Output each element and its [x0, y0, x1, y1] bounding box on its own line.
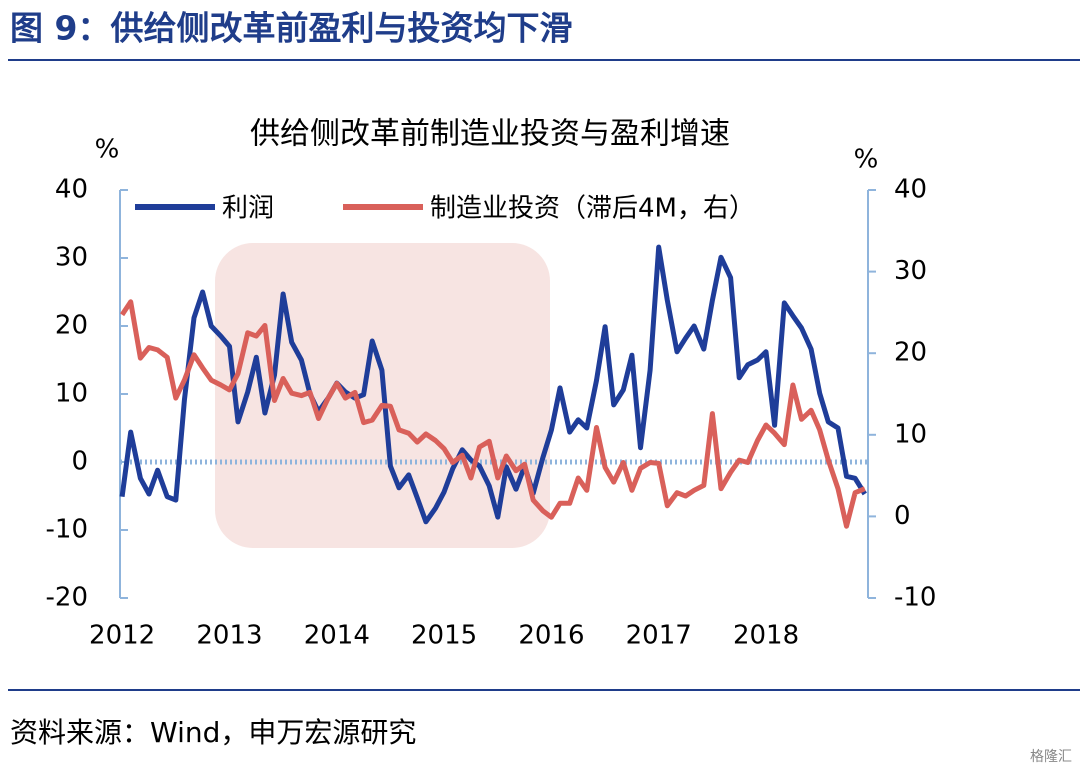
- y-tick-label: -20: [46, 583, 88, 613]
- series-line: [119, 244, 867, 525]
- y2-tick-label: 10: [894, 419, 927, 449]
- y-tick-label: 30: [55, 243, 88, 273]
- y-tick-label: -10: [46, 515, 88, 545]
- x-tick-label: 2015: [411, 621, 477, 651]
- x-tick-label: 2018: [733, 621, 799, 651]
- y2-axis-label: %: [854, 145, 879, 175]
- x-tick-label: 2016: [518, 621, 584, 651]
- watermark: 格隆汇: [1030, 749, 1072, 765]
- y-tick-label: 0: [71, 447, 88, 477]
- legend-label: 制造业投资（滞后4M，右）: [430, 194, 755, 224]
- y2-tick-label: 30: [894, 256, 927, 286]
- header: 图 9：供给侧改革前盈利与投资均下滑: [10, 9, 572, 48]
- source: 资料来源：Wind，申万宏源研究: [10, 716, 416, 749]
- x-tick-label: 2014: [304, 621, 370, 651]
- y2-tick-label: -10: [894, 583, 936, 613]
- x-tick-label: 2013: [196, 621, 262, 651]
- y-axis-label: %: [95, 135, 120, 165]
- y2-tick-label: 40: [894, 175, 927, 205]
- y2-tick-label: 0: [894, 501, 911, 531]
- y-tick-label: 10: [55, 379, 88, 409]
- series-line: [120, 299, 866, 529]
- legend-label: 利润: [222, 194, 274, 224]
- y2-tick-label: 20: [894, 338, 927, 368]
- x-tick-label: 2012: [89, 621, 155, 651]
- x-tick-label: 2017: [626, 621, 692, 651]
- y-tick-label: 20: [55, 311, 88, 341]
- y-tick-label: 40: [55, 175, 88, 205]
- chart-title: 供给侧改革前制造业投资与盈利增速: [250, 117, 730, 152]
